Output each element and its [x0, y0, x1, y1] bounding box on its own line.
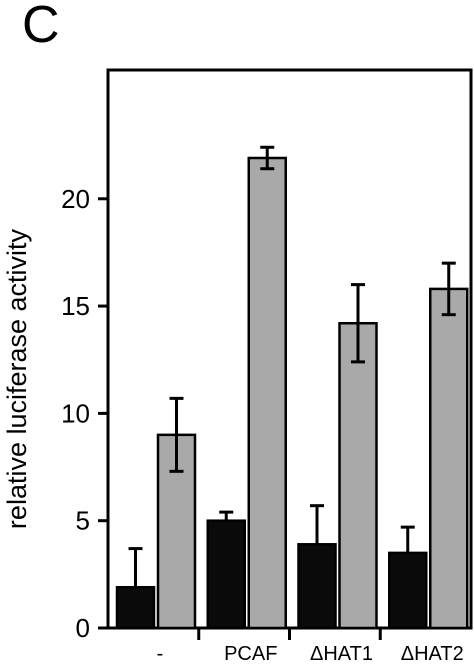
error-bars: [128, 145, 456, 588]
error-bar-0-series-1: [169, 396, 184, 473]
error-bar-3-series-1: [441, 261, 456, 317]
bar-0-series-1: [156, 433, 197, 630]
category-label-3: ΔHAT2: [401, 643, 464, 665]
y-tick-label-1: 5: [76, 506, 90, 536]
error-bar-1-series-1: [260, 145, 275, 171]
bar-3-series-1: [429, 287, 469, 630]
category-label-0: -: [157, 643, 164, 665]
y-axis: 0 5 10 15 20: [61, 184, 108, 643]
bar-1-series-1: [247, 156, 287, 630]
bar-2-series-0: [297, 543, 337, 630]
x-axis: [197, 628, 382, 640]
error-bar-1-series-0: [219, 510, 234, 521]
y-tick-label-0: 0: [76, 613, 90, 643]
category-labels: - PCAF ΔHAT1 ΔHAT2: [157, 643, 464, 665]
bar-3-series-0: [388, 551, 428, 630]
bar-0-series-0: [115, 585, 156, 630]
y-axis-label: relative luciferase activity: [2, 228, 32, 529]
error-bar-3-series-0: [400, 525, 415, 553]
error-bar-0-series-0: [128, 547, 143, 588]
bar-2-series-1: [338, 321, 378, 630]
y-tick-label-3: 15: [61, 291, 90, 321]
bar-1-series-0: [206, 519, 246, 630]
panel-label: C: [22, 0, 60, 54]
y-tick-label-2: 10: [61, 398, 90, 428]
category-label-2: ΔHAT1: [310, 643, 373, 665]
error-bar-2-series-0: [310, 504, 324, 545]
error-bar-2-series-1: [351, 283, 365, 364]
category-label-1: PCAF: [224, 643, 277, 665]
y-tick-label-4: 20: [61, 184, 90, 214]
bars: [115, 156, 469, 630]
